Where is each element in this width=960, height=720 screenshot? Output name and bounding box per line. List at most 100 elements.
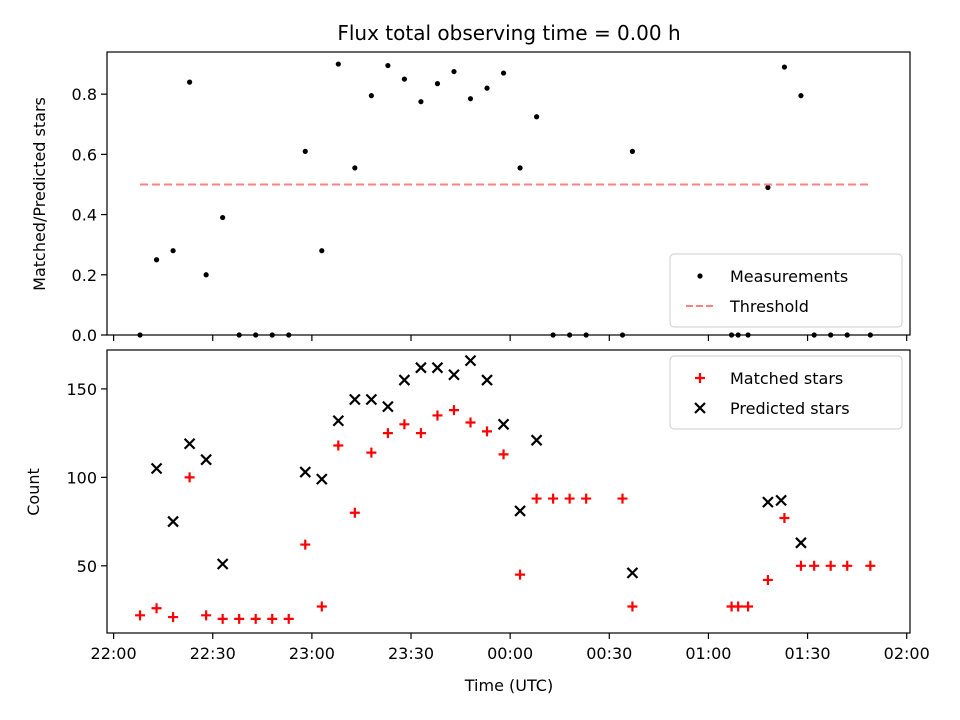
- legend-label: Threshold: [729, 297, 809, 316]
- legend-box: [669, 253, 903, 328]
- data-point: [564, 493, 575, 504]
- data-point: [382, 428, 393, 439]
- x-tick-label: 23:30: [388, 644, 434, 663]
- data-point: [865, 560, 876, 571]
- data-point: [781, 64, 788, 70]
- data-point: [349, 507, 360, 518]
- series-predicted-stars: [150, 354, 807, 579]
- data-point: [743, 601, 754, 612]
- x-tick-label: 22:30: [190, 644, 236, 663]
- data-point: [302, 148, 308, 154]
- series-matched-stars: [135, 405, 876, 624]
- data-point: [451, 68, 457, 75]
- data-point: [137, 332, 143, 338]
- data-point: [201, 610, 212, 621]
- data-point: [335, 61, 341, 67]
- data-point: [484, 85, 490, 91]
- data-point: [798, 93, 804, 99]
- data-point: [349, 393, 361, 406]
- data-point: [366, 447, 377, 458]
- data-point: [531, 493, 542, 504]
- legend-marker: [695, 373, 705, 383]
- x-tick-label: 00:00: [487, 644, 533, 663]
- data-point: [735, 332, 741, 338]
- data-point: [382, 400, 394, 413]
- data-point: [203, 272, 209, 278]
- data-point: [385, 62, 391, 69]
- data-point: [515, 569, 526, 580]
- data-point: [481, 374, 493, 386]
- data-point: [464, 354, 477, 367]
- axes-frame: [106, 349, 911, 634]
- data-point: [762, 574, 773, 585]
- data-point: [432, 410, 443, 421]
- data-point: [567, 332, 573, 338]
- legend-marker: [694, 402, 706, 414]
- data-point: [867, 332, 873, 338]
- ratio-panel: 0.0 0.2 0.4 0.6 0.8 Measurements Threshold: [72, 51, 911, 345]
- data-point: [333, 440, 344, 451]
- y-tick-label: 0.0: [72, 326, 97, 345]
- data-point: [170, 248, 176, 254]
- legend-marker: [697, 273, 703, 279]
- data-point: [398, 374, 411, 386]
- count-y-axis-label: Count: [24, 468, 43, 516]
- data-point: [316, 473, 328, 485]
- data-point: [184, 472, 195, 483]
- data-point: [482, 426, 493, 437]
- data-point: [530, 434, 543, 446]
- series-measurements: [137, 61, 873, 338]
- y-tick-label: 0.2: [72, 266, 97, 285]
- count-panel: 50 100 150 22:00 22:30 23:00 23:30 00:00 00:30 01…: [66, 349, 930, 663]
- data-point: [550, 332, 556, 338]
- data-point: [548, 493, 559, 504]
- data-point: [500, 70, 507, 76]
- data-point: [795, 560, 806, 571]
- chart-title: Flux total observing time = 0.00 h: [337, 21, 680, 45]
- data-point: [250, 613, 261, 624]
- data-point: [517, 165, 523, 171]
- data-point: [267, 613, 278, 624]
- data-point: [775, 494, 787, 507]
- data-point: [627, 601, 638, 612]
- legend-box: [669, 355, 903, 430]
- x-tick-label: 02:00: [884, 644, 930, 663]
- data-point: [497, 418, 510, 431]
- data-point: [415, 361, 427, 374]
- ratio-y-axis-label: Matched/Predicted stars: [30, 97, 49, 291]
- data-point: [368, 93, 374, 99]
- data-point: [467, 96, 474, 102]
- data-point: [828, 332, 834, 338]
- y-tick-label: 0.6: [72, 145, 97, 164]
- y-tick-label: 0.4: [72, 206, 97, 225]
- legend-label: Predicted stars: [730, 399, 850, 418]
- data-point: [448, 405, 459, 416]
- data-point: [234, 613, 245, 624]
- data-point: [581, 493, 592, 504]
- data-point: [465, 417, 476, 428]
- data-point: [352, 165, 358, 171]
- data-point: [498, 449, 509, 460]
- data-point: [168, 612, 179, 623]
- data-point: [220, 214, 226, 221]
- legend: Measurements Threshold: [669, 253, 903, 328]
- data-point: [795, 537, 807, 549]
- data-point: [779, 513, 790, 524]
- data-point: [217, 613, 228, 624]
- y-tick-label: 50: [77, 557, 97, 576]
- data-point: [283, 613, 294, 624]
- y-tick-label: 150: [66, 380, 97, 399]
- x-tick-label: 00:30: [586, 644, 632, 663]
- data-point: [533, 114, 540, 120]
- x-tick-label: 23:00: [289, 644, 335, 663]
- data-point: [745, 332, 751, 338]
- axes-frame: [106, 51, 911, 336]
- y-tick-label: 0.8: [72, 85, 97, 104]
- legend-label: Measurements: [730, 267, 848, 286]
- data-point: [762, 496, 774, 508]
- data-point: [842, 560, 853, 571]
- data-point: [299, 466, 312, 478]
- data-point: [431, 361, 444, 374]
- data-point: [316, 601, 327, 612]
